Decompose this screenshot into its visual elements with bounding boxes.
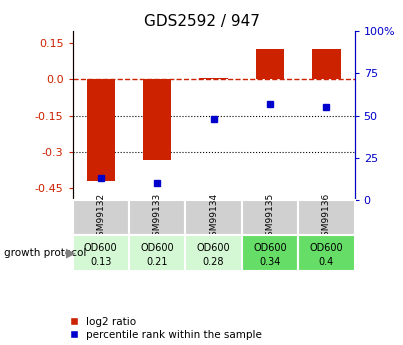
- Legend: log2 ratio, percentile rank within the sample: log2 ratio, percentile rank within the s…: [70, 317, 262, 340]
- Text: OD600: OD600: [140, 243, 174, 253]
- Text: 0.34: 0.34: [259, 257, 281, 267]
- Text: GSM99134: GSM99134: [209, 193, 218, 242]
- Text: 0.28: 0.28: [203, 257, 224, 267]
- Text: GSM99133: GSM99133: [153, 193, 162, 243]
- Text: GSM99135: GSM99135: [266, 193, 274, 243]
- Text: GSM99136: GSM99136: [322, 193, 331, 243]
- Bar: [143, 79, 171, 160]
- Text: ▶: ▶: [66, 247, 75, 260]
- Text: GSM99132: GSM99132: [96, 193, 105, 242]
- Text: 0.13: 0.13: [90, 257, 112, 267]
- Text: 0.21: 0.21: [146, 257, 168, 267]
- Text: OD600: OD600: [253, 243, 287, 253]
- Text: 0.4: 0.4: [319, 257, 334, 267]
- Text: OD600: OD600: [310, 243, 343, 253]
- Text: growth protocol: growth protocol: [4, 248, 86, 258]
- Bar: [312, 49, 341, 79]
- Bar: [87, 79, 115, 181]
- Text: OD600: OD600: [197, 243, 231, 253]
- Bar: [256, 49, 284, 79]
- Text: GDS2592 / 947: GDS2592 / 947: [143, 14, 260, 29]
- Bar: [199, 78, 228, 79]
- Text: OD600: OD600: [84, 243, 118, 253]
